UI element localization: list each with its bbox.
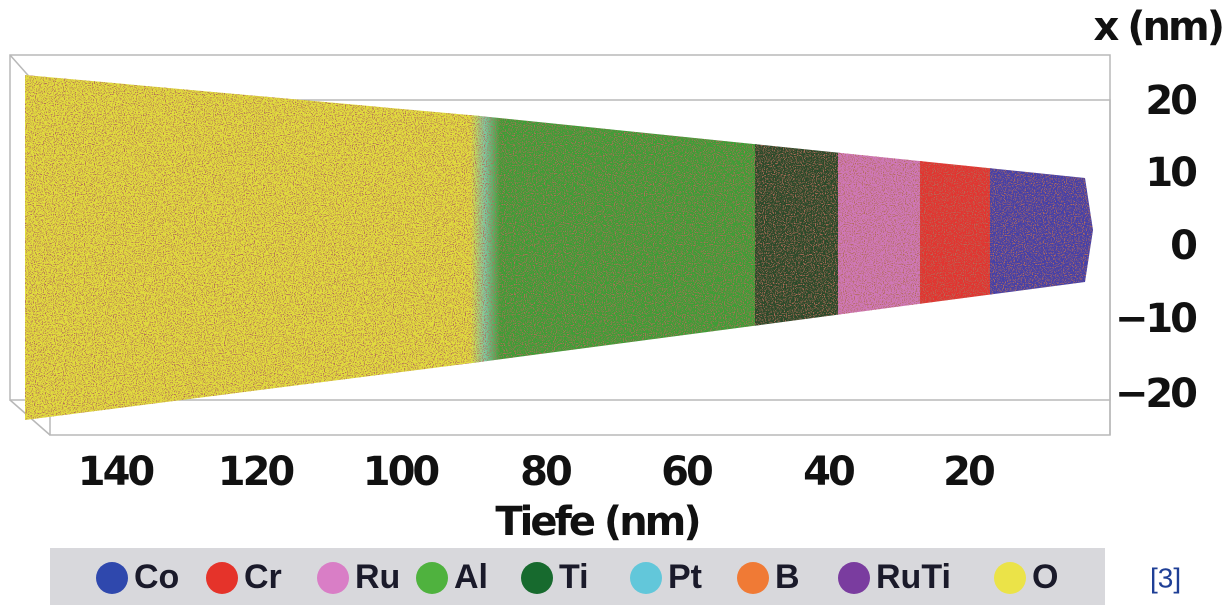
x-tick-label: 80	[520, 449, 571, 495]
y-tick-label: −20	[1115, 371, 1196, 417]
x-tick-label: 60	[661, 449, 712, 495]
legend-swatch	[96, 562, 128, 594]
citation: [3]	[1150, 562, 1181, 593]
legend-swatch	[630, 562, 662, 594]
legend-swatch	[521, 562, 553, 594]
x-tick-label: 140	[78, 449, 154, 495]
y-tick-label: −10	[1115, 296, 1196, 342]
y-tick-label: 10	[1145, 150, 1196, 196]
figure: 20100−10−20 x (nm) 14012010080604020 Tie…	[0, 0, 1228, 607]
legend-label: RuTi	[876, 558, 951, 596]
x-tick-label: 120	[218, 449, 294, 495]
y-tick-label: 0	[1170, 223, 1196, 269]
atom-map	[20, 60, 1100, 430]
x-tick-label: 20	[943, 449, 994, 495]
legend-label: B	[775, 558, 800, 596]
x-axis-label: Tiefe (nm)	[495, 499, 698, 545]
legend-swatch	[737, 562, 769, 594]
legend-swatch	[994, 562, 1026, 594]
legend-swatch	[317, 562, 349, 594]
y-axis-label: x (nm)	[1094, 4, 1222, 50]
legend-label: O	[1032, 558, 1058, 596]
x-tick-label: 40	[803, 449, 854, 495]
legend-label: Al	[454, 558, 488, 596]
legend-label: Ru	[355, 558, 400, 596]
legend-swatch	[416, 562, 448, 594]
legend-swatch	[838, 562, 870, 594]
legend-label: Ti	[559, 558, 589, 596]
legend-label: Co	[134, 558, 179, 596]
legend-label: Pt	[668, 558, 702, 596]
legend-label: Cr	[244, 558, 282, 596]
y-tick-label: 20	[1145, 78, 1196, 124]
x-tick-label: 100	[363, 449, 439, 495]
legend-swatch	[206, 562, 238, 594]
